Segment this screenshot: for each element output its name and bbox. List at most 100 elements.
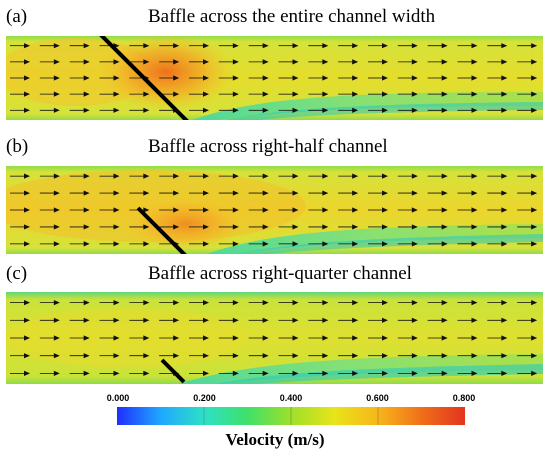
vector-arrowhead [83, 300, 90, 306]
baffle-a [99, 36, 189, 120]
vector-arrowhead [411, 370, 418, 376]
vector-arrowhead [24, 353, 30, 359]
vector-arrowhead [232, 173, 239, 179]
vector-arrowhead [83, 335, 90, 341]
vector-arrowhead [322, 317, 329, 323]
vector-arrowhead [352, 107, 359, 113]
vector-arrowhead [382, 317, 388, 323]
vector-arrowhead [292, 300, 299, 306]
vector-arrowhead [173, 190, 180, 196]
vector-arrowhead [53, 224, 60, 230]
vector-arrowhead [113, 335, 120, 341]
vector-arrowhead [352, 43, 359, 49]
colorbar-tick: 0.000 [106, 393, 130, 403]
vector-arrowhead [83, 91, 90, 97]
vector-arrowhead [143, 241, 150, 247]
vector-arrowhead [352, 370, 359, 376]
vector-arrowhead [471, 335, 478, 341]
vector-arrowhead [53, 317, 60, 323]
vector-arrowhead [173, 317, 180, 323]
vector-arrowhead [203, 75, 209, 81]
velocity-colorbar [117, 407, 465, 425]
vector-arrowhead [411, 75, 418, 81]
vector-arrowhead [203, 107, 209, 113]
vector-arrowhead [24, 43, 30, 49]
vector-arrowhead [471, 91, 478, 97]
vector-arrowhead [531, 335, 538, 341]
vector-arrowhead [53, 335, 60, 341]
vector-arrowhead [471, 190, 478, 196]
vector-arrowhead [83, 75, 90, 81]
vector-arrowhead [441, 91, 448, 97]
vector-arrowhead [232, 353, 239, 359]
vector-arrowhead [292, 75, 299, 81]
vector-arrowhead [113, 107, 120, 113]
vector-arrowhead [113, 91, 120, 97]
panel-c-title: Baffle across right-quarter channel [148, 263, 412, 284]
vector-arrowhead [83, 59, 90, 65]
vector-arrowhead [471, 43, 478, 49]
vector-arrowhead [501, 207, 508, 213]
vector-arrowhead [411, 173, 418, 179]
vector-arrowhead [411, 300, 418, 306]
vector-arrowhead [262, 107, 269, 113]
vector-arrowhead [143, 43, 150, 49]
vector-arrowhead [113, 59, 120, 65]
vector-arrowhead [531, 43, 538, 49]
vector-arrowhead [411, 224, 418, 230]
vector-arrowhead [441, 207, 448, 213]
colorbar-tick: 0.600 [366, 393, 389, 403]
vector-arrowhead [292, 107, 299, 113]
vector-arrowhead [411, 241, 418, 247]
vector-arrowhead [262, 91, 269, 97]
vector-arrowhead [531, 59, 538, 65]
vector-arrowhead [113, 300, 120, 306]
vector-arrowhead [262, 207, 269, 213]
panel-b-label: (b) [6, 136, 29, 157]
vector-arrowhead [173, 300, 180, 306]
vector-arrowhead [501, 353, 508, 359]
vector-arrowhead [53, 43, 60, 49]
vector-arrowhead [173, 43, 180, 49]
vector-arrowhead [232, 300, 239, 306]
vector-arrowhead [24, 190, 30, 196]
vector-arrowhead [53, 353, 60, 359]
vector-arrowhead [24, 317, 30, 323]
vector-arrowhead [322, 335, 329, 341]
vector-arrowhead [262, 43, 269, 49]
vector-arrowhead [471, 75, 478, 81]
vector-arrowhead [292, 207, 299, 213]
vector-arrowhead [203, 317, 209, 323]
vector-arrowhead [292, 190, 299, 196]
vector-arrowhead [143, 317, 150, 323]
velocity-field-a-plot [6, 36, 543, 120]
vector-arrowhead [53, 190, 60, 196]
vector-arrowhead [113, 353, 120, 359]
vector-arrowhead [411, 207, 418, 213]
vector-arrowhead [441, 370, 448, 376]
vector-arrowhead [382, 241, 388, 247]
vector-arrowhead [322, 173, 329, 179]
vector-arrowhead [113, 75, 120, 81]
vector-arrowhead [262, 317, 269, 323]
vector-arrowhead [24, 91, 30, 97]
vector-arrowhead [203, 173, 209, 179]
vector-arrowhead [113, 190, 120, 196]
vector-arrowhead [262, 75, 269, 81]
vector-arrowhead [292, 224, 299, 230]
vector-arrowhead [232, 43, 239, 49]
vector-arrowhead [292, 91, 299, 97]
colorbar-title: Velocity (m/s) [225, 430, 325, 449]
vector-arrowhead [113, 207, 120, 213]
vector-arrowhead [24, 300, 30, 306]
vector-arrowhead [292, 317, 299, 323]
vector-arrowhead [83, 353, 90, 359]
vector-arrowhead [382, 107, 388, 113]
panel-a-title: Baffle across the entire channel width [148, 6, 436, 27]
vector-arrowhead [501, 300, 508, 306]
vector-arrowhead [352, 300, 359, 306]
colorbar-tick: 0.800 [452, 393, 476, 403]
vector-arrowhead [322, 190, 329, 196]
vector-arrowhead [24, 370, 30, 376]
vector-arrowhead [501, 173, 508, 179]
